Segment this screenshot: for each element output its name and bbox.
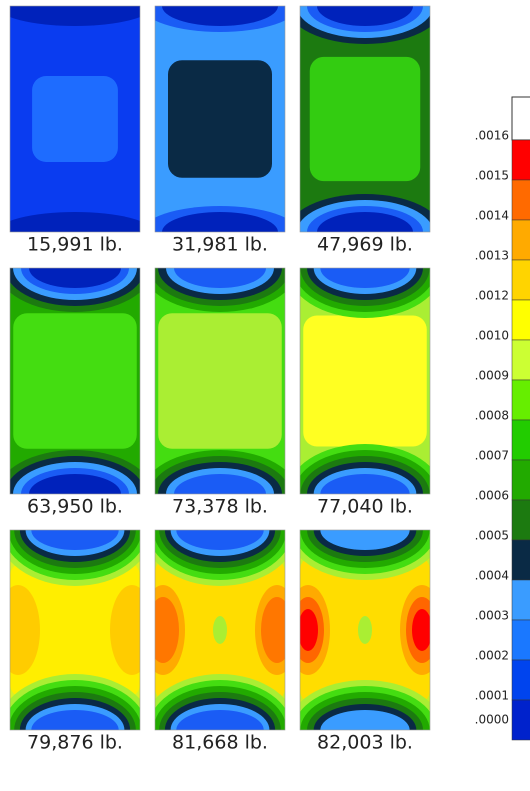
panel-label: 81,668 lb. bbox=[172, 732, 268, 754]
legend-band bbox=[511, 459, 530, 501]
legend-label: .0010 bbox=[475, 329, 509, 343]
edge-contour bbox=[162, 212, 278, 232]
legend-top-cell bbox=[511, 96, 530, 141]
legend-band bbox=[511, 259, 530, 301]
contour-panel bbox=[300, 268, 430, 494]
panel-border bbox=[9, 267, 141, 495]
contour-panel bbox=[155, 6, 285, 232]
panel-center bbox=[168, 60, 272, 178]
legend-label: .0015 bbox=[475, 169, 509, 183]
panel-label: 77,040 lb. bbox=[317, 496, 413, 518]
legend-band bbox=[511, 419, 530, 461]
legend-band bbox=[511, 179, 530, 221]
legend-band bbox=[511, 539, 530, 581]
contour-panel bbox=[10, 268, 140, 494]
contour-panel bbox=[10, 6, 140, 232]
legend-label: .0007 bbox=[475, 449, 509, 463]
legend-band bbox=[511, 219, 530, 261]
legend-band bbox=[511, 499, 530, 541]
edge-contour bbox=[317, 212, 413, 232]
stress-blob bbox=[110, 585, 140, 675]
legend-label: .0000 bbox=[475, 713, 509, 727]
panel-label: 63,950 lb. bbox=[27, 496, 123, 518]
panel-border bbox=[154, 267, 286, 495]
legend-band bbox=[511, 379, 530, 421]
panel-border bbox=[154, 5, 286, 233]
legend-label: .0004 bbox=[475, 569, 509, 583]
panel-border bbox=[154, 529, 286, 731]
panel-center bbox=[309, 56, 421, 182]
edge-contour bbox=[320, 710, 410, 730]
edge-contour bbox=[31, 710, 119, 730]
edge-contour bbox=[10, 212, 140, 232]
edge-contour bbox=[29, 268, 121, 288]
panel-border bbox=[9, 5, 141, 233]
edge-contour bbox=[29, 474, 121, 494]
edge-contour bbox=[10, 6, 140, 26]
legend-band bbox=[511, 339, 530, 381]
panel-label: 31,981 lb. bbox=[172, 234, 268, 256]
panel-center bbox=[13, 313, 137, 449]
contour-panel bbox=[10, 530, 140, 730]
legend-band bbox=[511, 619, 530, 661]
edge-contour bbox=[320, 268, 410, 288]
legend-label: .0014 bbox=[475, 209, 509, 223]
panel-label: 73,378 lb. bbox=[172, 496, 268, 518]
edge-contour bbox=[176, 710, 264, 730]
panel-center bbox=[10, 562, 140, 698]
stress-blob bbox=[261, 597, 285, 663]
legend-band bbox=[511, 699, 530, 741]
edge-contour bbox=[176, 530, 264, 550]
panel-border bbox=[299, 5, 431, 233]
stress-blob bbox=[155, 597, 179, 663]
stress-blob bbox=[412, 609, 430, 651]
legend-label: .0002 bbox=[475, 649, 509, 663]
contour-panel bbox=[300, 6, 430, 232]
legend-label: .0012 bbox=[475, 289, 509, 303]
edge-contour bbox=[320, 530, 410, 550]
legend-band bbox=[511, 139, 530, 181]
edge-contour bbox=[320, 474, 410, 494]
panel-label: 79,876 lb. bbox=[27, 732, 123, 754]
stress-blob bbox=[10, 585, 40, 675]
panel-border bbox=[9, 529, 141, 731]
legend-label: .0009 bbox=[475, 369, 509, 383]
panel-center bbox=[158, 313, 282, 449]
edge-contour bbox=[162, 6, 278, 26]
legend-label: .0008 bbox=[475, 409, 509, 423]
stress-blob bbox=[358, 616, 372, 644]
edge-contour bbox=[31, 530, 119, 550]
panel-border bbox=[299, 267, 431, 495]
edge-contour bbox=[174, 474, 266, 494]
panel-label: 47,969 lb. bbox=[317, 234, 413, 256]
contour-panel bbox=[300, 530, 430, 730]
panel-border bbox=[299, 529, 431, 731]
legend-label: .0013 bbox=[475, 249, 509, 263]
panel-label: 15,991 lb. bbox=[27, 234, 123, 256]
legend-band bbox=[511, 579, 530, 621]
legend-band bbox=[511, 299, 530, 341]
edge-contour bbox=[317, 6, 413, 26]
legend-label: .0006 bbox=[475, 489, 509, 503]
legend-label: .0001 bbox=[475, 689, 509, 703]
panel-center bbox=[303, 315, 427, 447]
contour-panel bbox=[155, 268, 285, 494]
panel-center bbox=[32, 76, 118, 162]
legend-band bbox=[511, 659, 530, 701]
stress-blob bbox=[213, 616, 227, 644]
stress-blob bbox=[300, 609, 318, 651]
contour-panel bbox=[155, 530, 285, 730]
edge-contour bbox=[174, 268, 266, 288]
legend-label: .0005 bbox=[475, 529, 509, 543]
legend-label: .0003 bbox=[475, 609, 509, 623]
panel-label: 82,003 lb. bbox=[317, 732, 413, 754]
legend-label: .0016 bbox=[475, 129, 509, 143]
